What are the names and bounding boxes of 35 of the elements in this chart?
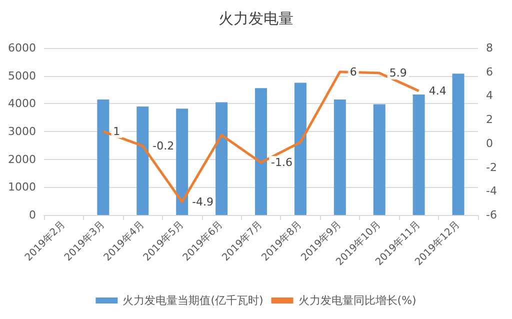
y2-tick-label: 8 [486, 42, 493, 54]
data-label: -4.9 [192, 195, 214, 208]
bar [412, 94, 425, 215]
data-label: 5.9 [389, 66, 407, 80]
bar [216, 102, 228, 215]
y-tick-label: 1000 [8, 180, 36, 194]
legend-label: 火力发电量当期值(亿千瓦时) [122, 294, 264, 307]
y-tick-label: 4000 [8, 97, 36, 110]
bar [255, 88, 267, 215]
y-tick-label: 3000 [8, 125, 36, 138]
bar [452, 74, 464, 215]
bar [176, 108, 188, 215]
data-label: -0.2 [152, 139, 174, 152]
data-label: 1 [113, 125, 120, 138]
bar [294, 82, 306, 215]
y-tick-label: 2000 [8, 152, 36, 166]
y-tick-label: 5000 [8, 69, 36, 82]
y2-tick-label: -4 [486, 184, 497, 198]
y2-tick-label: 6 [486, 65, 493, 78]
legend-label: 火力发电量同比增长(%) [298, 294, 416, 307]
bar [334, 99, 346, 215]
chart-title: 火力发电量 [218, 10, 294, 28]
data-label: 4.4 [428, 84, 446, 98]
bar [373, 104, 386, 215]
y-tick-label: 6000 [8, 42, 36, 54]
y-tick-label: 0 [29, 208, 36, 222]
data-label: 6 [350, 65, 357, 78]
y2-tick-label: -2 [486, 160, 497, 174]
y2-tick-label: 2 [486, 113, 493, 126]
bar [97, 99, 110, 215]
y2-tick-label: 0 [486, 136, 493, 150]
y2-tick-label: -6 [486, 208, 497, 222]
data-label: -1.6 [271, 156, 292, 170]
bar [136, 106, 149, 215]
y2-tick-label: 4 [486, 89, 493, 102]
